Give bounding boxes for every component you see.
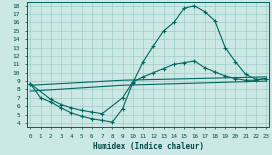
X-axis label: Humidex (Indice chaleur): Humidex (Indice chaleur) bbox=[93, 142, 204, 151]
